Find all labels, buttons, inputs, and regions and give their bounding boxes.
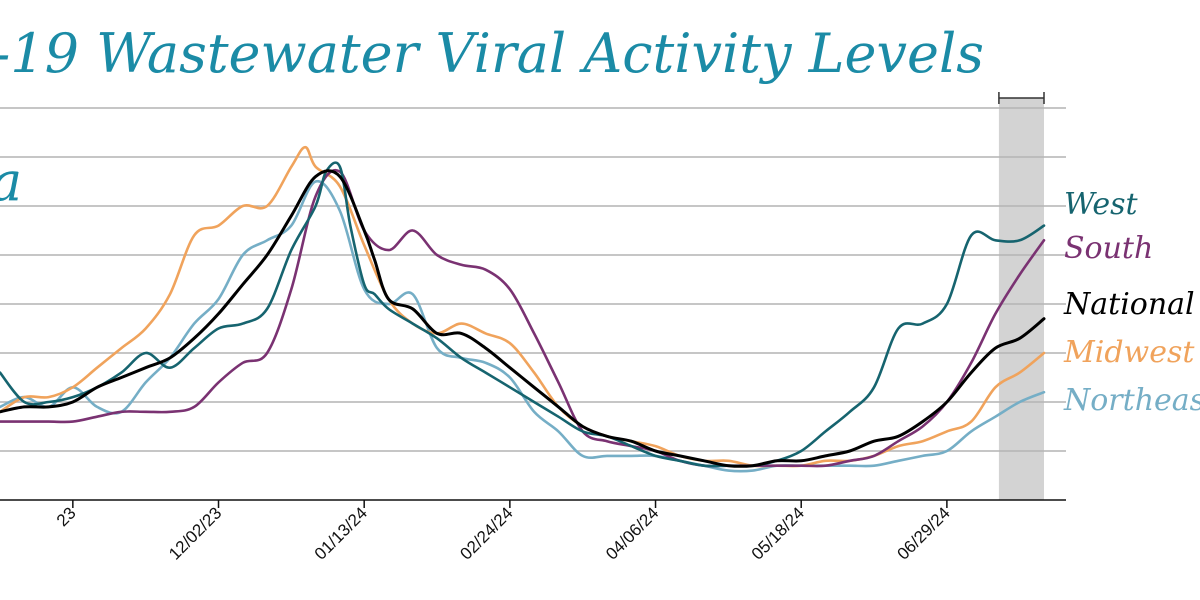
chart-title: -19 Wastewater Viral Activity Levels: [0, 22, 984, 85]
series-line-northeast: [0, 180, 1046, 473]
series-line-national: [0, 169, 1046, 468]
gridlines: [0, 107, 1066, 452]
bracket-path: [998, 92, 1045, 104]
x-tick-label: 23: [53, 503, 80, 530]
x-tick-label: 06/29/24: [893, 503, 953, 563]
shaded-period: [998, 98, 1044, 500]
legend-label-midwest: Midwest: [1063, 335, 1195, 370]
series-line-west: [0, 161, 1046, 468]
left-label-fragment: a: [0, 150, 22, 213]
series-lines: [0, 145, 1046, 473]
legend: West South National Midwest Northeast: [1063, 187, 1200, 418]
series-line-south: [0, 169, 1046, 468]
x-tick-label: 05/18/24: [748, 503, 808, 563]
x-tick-label: 12/02/23: [165, 503, 225, 563]
legend-label-west: West: [1064, 187, 1139, 222]
x-tick-label: 02/24/24: [456, 503, 516, 563]
shaded-period-bracket: [998, 92, 1045, 104]
x-tick-label: 04/06/24: [602, 503, 662, 563]
series-line-midwest: [0, 145, 1046, 468]
legend-label-national: National: [1063, 287, 1195, 322]
legend-label-northeast: Northeast: [1063, 383, 1200, 418]
x-tick-label: 01/13/24: [311, 503, 371, 563]
legend-label-south: South: [1064, 231, 1153, 266]
x-ticks: 23 12/02/23 01/13/24 02/24/24 04/06/24 05/18/…: [53, 500, 954, 564]
